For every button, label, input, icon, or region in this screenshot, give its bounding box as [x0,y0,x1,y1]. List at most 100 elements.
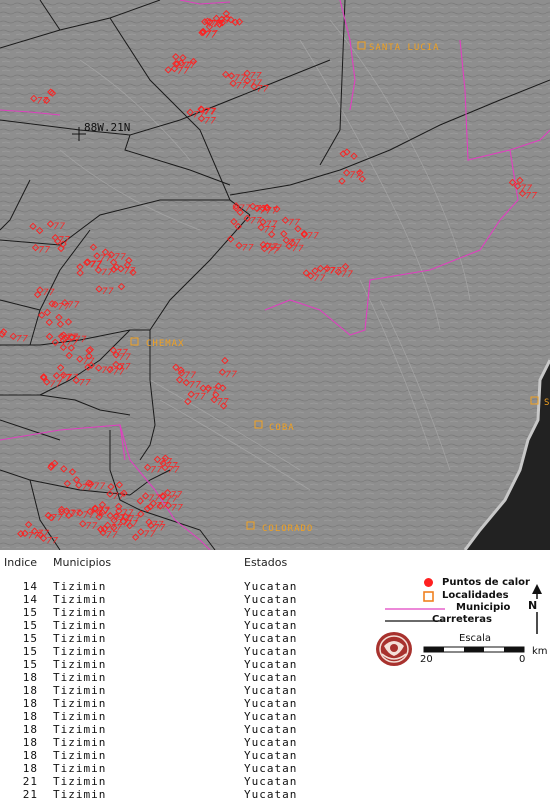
hotspot-marker [341,262,350,271]
hotspot-index-glyph [161,458,173,465]
hotspot-marker [204,384,212,392]
hotspot-index-glyph [190,381,201,388]
table-row: 18 Tizimin Yucatan [0,749,360,762]
hotspot-marker [199,28,207,37]
hotspot-marker [214,382,223,390]
col-header-indice: Indice [4,556,38,569]
hotspot-marker [98,508,106,517]
cell-indice: 15 [22,645,38,658]
hotspot-index-glyph [521,184,533,192]
terrain [0,0,550,550]
hotspot-marker [343,148,351,156]
hotspot-marker [106,365,114,374]
hotspot-marker [57,505,66,514]
hotspot-index-glyph [172,504,183,511]
locality-chemax[interactable]: CHEMAX [130,337,185,349]
cell-municipio: Tizimin [53,632,107,645]
hotspot-marker [187,390,195,398]
scale-left-label: 20 [420,654,433,665]
hotspot-marker [61,334,69,343]
hotspot-marker [0,330,6,338]
contour-bands [59,19,471,491]
hotspot-marker [59,336,68,344]
hotspot-marker [97,525,105,533]
cell-estado: Yucatan [244,736,298,749]
hotspot-index-glyph [113,492,125,500]
hotspot-marker [116,363,124,371]
hotspot-index-glyph [330,267,342,274]
cell-indice: 18 [22,762,38,775]
hotspot-index-glyph [307,232,319,239]
hotspot-marker [45,318,53,326]
hotspot-index-glyph [94,482,106,490]
cell-indice: 14 [22,593,38,606]
hotspot-marker [145,518,153,526]
locality-coba[interactable]: COBA [254,420,295,433]
hotspot-marker [198,29,206,37]
hotspot-index-glyph [37,97,49,104]
cell-indice: 21 [22,775,38,788]
hotspot-index-glyph [264,226,276,233]
locality-marker [530,396,539,405]
hotspot-marker [51,459,59,467]
locality-label: S [544,398,549,408]
map-view[interactable]: SANTA LUCIA CHEMAX COBA COLORADO S 88W.2… [0,0,550,550]
locality-square-icon [423,591,434,602]
cell-estado: Yucatan [244,723,298,736]
cell-municipio: Tizimin [53,697,107,710]
hotspot-marker [24,521,33,529]
hotspot-marker [48,89,57,97]
hotspot-marker [223,14,231,22]
hotspot-marker [36,226,44,235]
hotspot-marker [143,463,152,472]
hotspot-marker [227,16,235,24]
cell-municipio: Tizimin [53,645,107,658]
hotspot-marker [282,236,290,244]
hotspot-marker [259,204,267,213]
hotspot-marker [131,533,140,541]
hotspot-marker [182,378,190,387]
map-legend: Puntos de calor Localidades Municipio Ca… [370,570,550,690]
hotspot-index-glyph [106,531,118,538]
hotspot-index-glyph [124,267,136,274]
hotspot-marker [508,178,517,187]
locality-santa-lucia[interactable]: SANTA LUCIA [357,41,440,53]
hotspot-marker [294,225,302,233]
hotspot-marker [267,230,276,238]
hotspot-marker [161,463,169,472]
hotspot-marker [175,376,184,384]
locality-s[interactable]: S [530,396,549,408]
hotspot-index-glyph [91,260,103,268]
table-row: 15 Tizimin Yucatan [0,606,360,619]
hotspot-marker [59,331,68,339]
hotspot-index-glyph [171,491,183,498]
hotspot-index-glyph [115,253,126,260]
localities: SANTA LUCIA CHEMAX COBA COLORADO S [130,41,549,534]
hotspot-marker [232,202,240,210]
hotspot-marker [334,268,343,276]
cell-indice: 15 [22,658,38,671]
scale-bar [423,646,525,653]
locality-colorado[interactable]: COLORADO [246,521,313,534]
hotspot-marker [257,223,265,232]
hotspot-index-glyph [102,287,114,295]
hotspot-marker [219,384,227,392]
cell-estado: Yucatan [244,788,298,801]
locality-label: COBA [269,423,295,433]
hotspot-marker [249,202,257,210]
hotspot-index-glyph [257,85,269,92]
hotspot-table: Indice Municipios Estados 14 Tizimin Yucat… [0,552,360,801]
hotspot-marker [201,18,209,26]
hotspot-index-glyph [50,380,62,388]
hotspot-index-glyph [342,270,354,278]
hotspot-index-glyph [292,244,304,252]
hotspot-index-glyph [268,247,280,254]
hotspot-marker [137,510,145,518]
table-row: 14 Tizimin Yucatan [0,580,360,593]
hotspot-index-glyph [54,222,66,230]
hotspot-index-glyph [38,529,50,537]
cell-indice: 21 [22,788,38,801]
hotspot-marker [172,53,180,61]
hotspot-marker [226,235,235,243]
hotspot-index-glyph [267,243,278,250]
